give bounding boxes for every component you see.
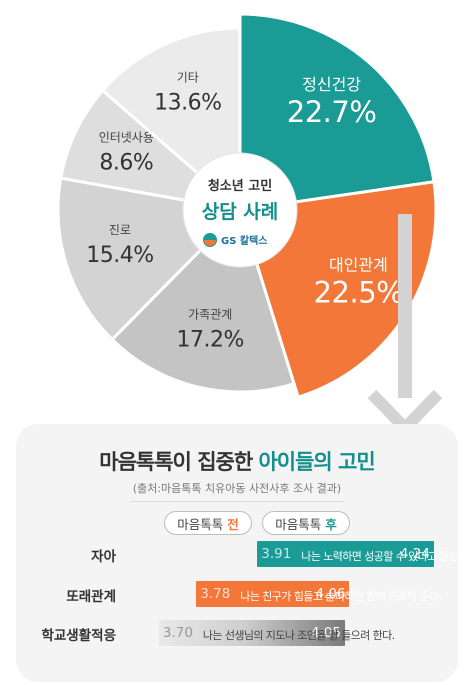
comparison-panel: 마음톡톡이 집중한 아이들의 고민 (출처:마음톡톡 치유아동 사전사후 조사 … bbox=[16, 424, 472, 682]
legend-before-text: 마음톡톡 bbox=[177, 516, 224, 532]
pie-slice-value: 22.5% bbox=[314, 276, 404, 310]
pie-slice-label: 기타 bbox=[177, 70, 199, 84]
comparison-bar bbox=[196, 581, 350, 607]
pie-slice-value: 22.7% bbox=[287, 95, 377, 129]
panel-title-prefix: 마음톡톡이 집중한 bbox=[99, 450, 259, 474]
value-before: 3.91 bbox=[261, 546, 292, 562]
row-statement: 나는 친구가 힘들고 슬퍼하면 함께 위로해 준다. bbox=[240, 590, 442, 603]
pie-center-title: 청소년 고민 bbox=[208, 178, 272, 194]
comparison-bar bbox=[257, 541, 434, 567]
logo-text: GS 칼텍스 bbox=[221, 234, 268, 247]
pie-slice-value: 15.4% bbox=[86, 243, 153, 268]
legend-before: 마음톡톡 전 bbox=[164, 511, 252, 535]
pie-slice-label: 가족관계 bbox=[188, 307, 232, 321]
pie-slice-value: 17.2% bbox=[177, 327, 244, 352]
title-divider bbox=[130, 501, 344, 502]
comparison-bar bbox=[158, 620, 345, 646]
value-after: 4.24 bbox=[399, 546, 430, 562]
legend-after-text: 마음톡톡 bbox=[275, 516, 322, 532]
pie-slice-value: 8.6% bbox=[99, 151, 153, 176]
pie-slice-label: 정신건강 bbox=[302, 75, 361, 94]
pie-slice-label: 대인관계 bbox=[329, 256, 388, 275]
pie-slice-label: 진로 bbox=[109, 223, 131, 237]
pie-slice-label: 인터넷사용 bbox=[99, 131, 154, 145]
row-label: 자아 bbox=[91, 549, 116, 565]
panel-source: (출처:마음톡톡 치유아동 사전사후 조사 결과) bbox=[132, 482, 342, 495]
value-before: 3.78 bbox=[200, 586, 231, 602]
row-label: 학교생활적응 bbox=[41, 628, 116, 644]
row-statement: 나는 노력하면 성공할 수 있다고 믿는다. bbox=[301, 550, 471, 563]
row-label: 또래관계 bbox=[66, 589, 116, 605]
legend-before-tag: 전 bbox=[227, 516, 239, 532]
panel-title-highlight: 아이들의 고민 bbox=[258, 450, 375, 474]
pie-slice-value: 13.6% bbox=[154, 90, 221, 115]
row-statement: 나는 선생님의 지도나 조언을 잘 들으려 한다. bbox=[202, 629, 395, 642]
value-after: 4.06 bbox=[315, 586, 346, 602]
value-before: 3.70 bbox=[162, 625, 193, 641]
value-after: 4.05 bbox=[310, 625, 341, 641]
pie-slice bbox=[238, 12, 436, 212]
panel-title: 마음톡톡이 집중한 아이들의 고민 bbox=[16, 446, 458, 476]
gs-logo-icon: GS 칼텍스 bbox=[203, 233, 268, 247]
pie-center-subtitle: 상담 사례 bbox=[202, 201, 279, 223]
legend-after-tag: 후 bbox=[325, 516, 337, 532]
legend-after: 마음톡톡 후 bbox=[262, 511, 350, 535]
